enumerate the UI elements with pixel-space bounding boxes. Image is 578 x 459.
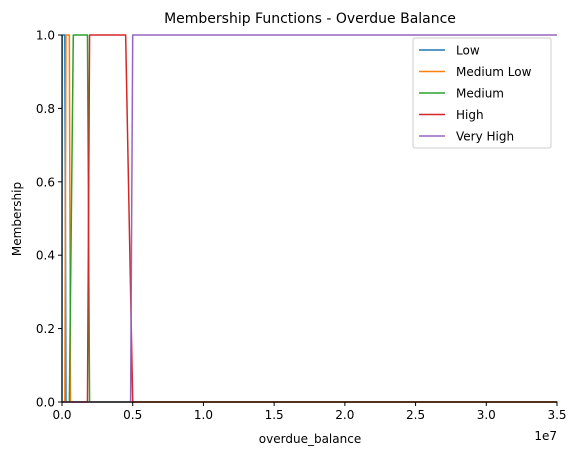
y-tick-label: 0.2 [36,322,55,336]
y-tick-label: 1.0 [36,29,55,43]
y-tick-label: 0.8 [36,102,55,116]
y-axis-label: Membership [10,182,24,256]
legend-label: Very High [456,130,514,144]
legend-label: Low [456,44,480,58]
x-tick-label: 0.5 [123,408,142,422]
y-axis-ticks: 0.0 0.2 0.4 0.6 0.8 1.0 [36,29,62,410]
x-axis-label: overdue_balance [259,432,361,446]
chart-title: Membership Functions - Overdue Balance [164,11,456,27]
x-tick-label: 1.5 [265,408,284,422]
x-tick-label: 3.5 [547,408,566,422]
x-tick-label: 0.0 [52,408,71,422]
y-tick-label: 0.4 [36,249,55,263]
x-tick-label: 2.5 [406,408,425,422]
x-tick-label: 2.0 [335,408,354,422]
y-tick-label: 0.6 [36,175,55,189]
x-axis-ticks: 0.0 0.5 1.0 1.5 2.0 2.5 3.0 3.5 [52,402,566,422]
x-tick-label: 1.0 [194,408,213,422]
x-axis-offset-label: 1e7 [534,429,557,443]
legend-label: High [456,108,484,122]
legend: Low Medium Low Medium High Very High [413,38,551,148]
legend-label: Medium Low [456,65,532,79]
legend-label: Medium [456,87,504,101]
x-tick-label: 3.0 [477,408,496,422]
y-tick-label: 0.0 [36,396,55,410]
